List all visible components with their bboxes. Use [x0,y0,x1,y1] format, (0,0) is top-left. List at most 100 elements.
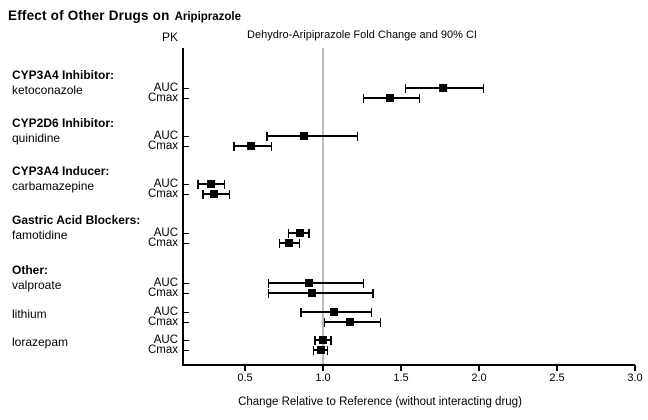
confidence-interval-cap-right [379,317,382,327]
confidence-interval-cap-left [312,345,315,355]
x-tick-label: 0.5 [237,372,253,384]
confidence-interval-cap-right [326,345,329,355]
confidence-interval-cap-right [418,93,421,103]
confidence-interval-line [268,292,373,294]
point-estimate-marker [345,318,354,326]
x-tick-mark [322,365,324,371]
x-tick-label: 2.5 [549,372,565,384]
drug-name-label: ketoconazole [12,83,83,97]
point-estimate-marker [300,132,309,140]
pk-axis-row-tick [183,282,189,284]
chart-title: Effect of Other Drugs on Aripiprazole [8,7,241,25]
pk-axis-row-tick [183,311,189,313]
pk-axis-row-tick [183,145,189,147]
pk-metric-label: Cmax [147,287,178,299]
group-header-label: CYP3A4 Inhibitor: [12,68,115,82]
drug-name-label: valproate [12,278,62,292]
point-estimate-marker [439,84,448,92]
pk-axis-row-tick [183,292,189,294]
drug-name-label: lithium [12,307,47,321]
pk-metric-label: AUC [153,178,178,190]
x-tick-label: 2.0 [471,372,487,384]
chart-title-main: Effect of Other Drugs on [8,8,170,23]
confidence-interval-cap-right [362,278,365,288]
confidence-interval-cap-left [404,83,407,93]
confidence-interval-line [268,282,364,284]
pk-metric-label: AUC [153,130,178,142]
confidence-interval-cap-left [197,179,199,189]
pk-metric-label: AUC [153,227,178,239]
x-axis-title: Change Relative to Reference (without in… [238,396,522,408]
point-estimate-marker [304,279,313,287]
point-estimate-marker [329,308,338,316]
pk-axis-row-tick [183,183,189,185]
reference-line-1x [322,48,324,365]
group-header-label: Other: [12,263,48,277]
drug-name-label: quinidine [12,131,61,145]
confidence-interval-cap-left [323,317,326,327]
confidence-interval-cap-left [267,278,270,288]
pk-axis-row-tick [183,349,189,351]
chart-title-drug-name: Aripiprazole [174,11,242,23]
x-tick-mark [400,365,402,371]
point-estimate-marker [284,239,293,247]
confidence-interval-cap-left [278,238,281,248]
x-axis-line [182,364,635,366]
pk-metric-label: Cmax [147,188,178,200]
confidence-interval-cap-left [362,93,365,103]
point-estimate-marker [319,336,327,344]
drug-name-label: famotidine [12,228,68,242]
x-tick-mark [478,365,480,371]
point-estimate-marker [386,94,395,102]
drug-name-label: lorazepam [12,335,69,349]
x-tick-label: 1.5 [393,372,409,384]
pk-metric-label: Cmax [147,140,178,152]
x-tick-label: 3.0 [627,372,643,384]
pk-axis-row-tick [183,339,189,341]
point-estimate-marker [209,190,218,198]
pk-metric-label: Cmax [147,344,178,356]
confidence-interval-cap-left [287,228,290,238]
confidence-interval-line [266,135,358,137]
confidence-interval-cap-right [298,238,301,248]
confidence-interval-cap-right [270,141,273,151]
pk-metric-label: AUC [153,277,178,289]
pk-metric-label: Cmax [147,316,178,328]
group-header-label: Gastric Acid Blockers: [12,213,141,227]
point-estimate-marker [206,180,215,188]
confidence-interval-cap-left [233,141,235,151]
confidence-interval-cap-left [267,288,270,298]
pk-metric-label: AUC [153,334,178,346]
x-tick-mark [634,365,636,371]
drug-name-label: carbamazepine [12,179,95,193]
group-header-label: CYP2D6 Inhibitor: [12,116,115,130]
confidence-interval-cap-left [314,335,316,345]
pk-axis-row-tick [183,97,189,99]
pk-metric-label: Cmax [147,237,178,249]
group-header-label: CYP3A4 Inducer: [12,164,110,178]
x-tick-mark [556,365,558,371]
pk-axis-row-tick [183,135,189,137]
pk-column-header: PK [161,30,179,44]
pk-axis-row-tick [183,87,189,89]
point-estimate-marker [295,229,304,237]
point-estimate-marker [308,289,317,297]
point-estimate-marker [317,346,326,354]
confidence-interval-cap-right [372,288,374,298]
x-tick-mark [244,365,246,371]
confidence-interval-cap-right [356,131,359,141]
pk-axis-row-tick [183,232,189,234]
confidence-interval-cap-right [482,83,485,93]
confidence-interval-cap-right [308,228,310,238]
pk-metric-label: AUC [153,306,178,318]
confidence-interval-cap-right [228,189,231,199]
x-tick-label: 1.0 [315,372,331,384]
y-axis-line [182,48,184,365]
confidence-interval-cap-right [330,335,332,345]
point-estimate-marker [247,142,256,150]
pk-axis-row-tick [183,321,189,323]
pk-metric-label: AUC [153,82,178,94]
pk-axis-row-tick [183,242,189,244]
confidence-interval-cap-left [300,307,302,317]
